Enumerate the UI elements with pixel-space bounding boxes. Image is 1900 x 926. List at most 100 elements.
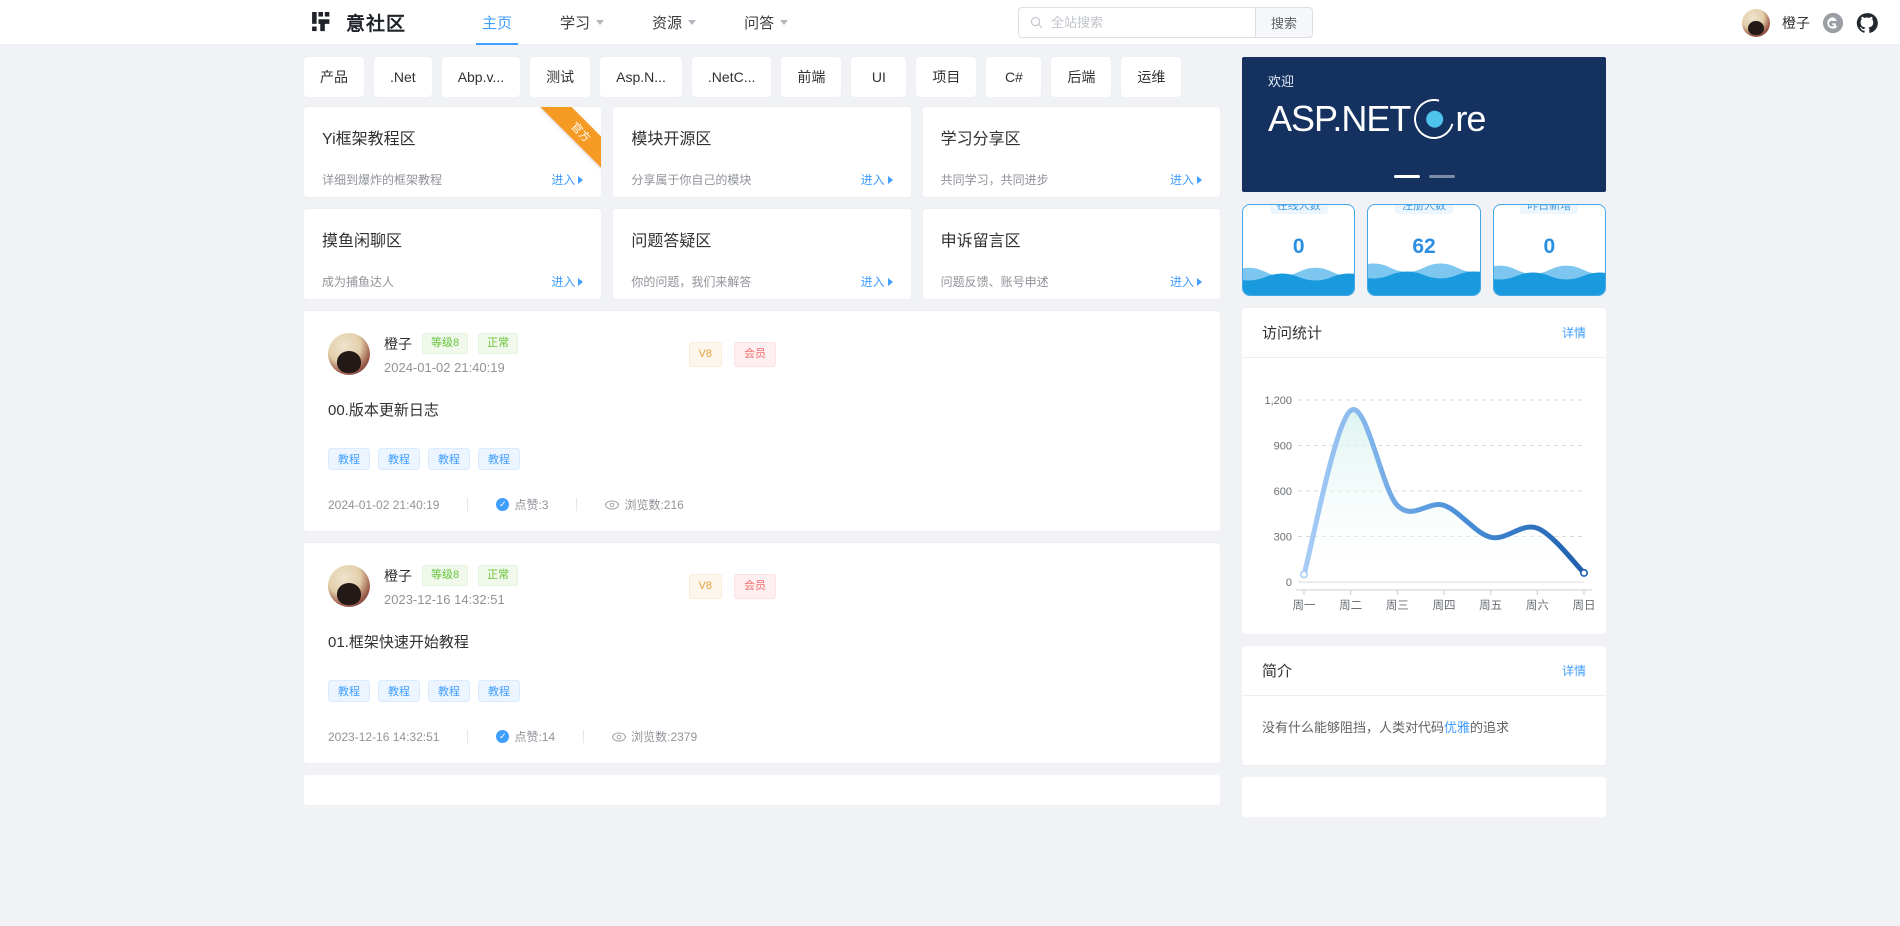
banner-dot-2[interactable] [1428,175,1455,178]
section-card-title: 问题答疑区 [631,233,712,250]
svg-text:600: 600 [1274,486,1292,498]
post-tag[interactable]: 教程 [428,448,470,470]
divider [467,498,469,511]
post-tag[interactable]: 教程 [378,680,420,702]
nav-item-study-label: 学习 [560,14,591,32]
core-ring-icon [1407,91,1462,147]
post-card[interactable]: 橙子 等级8 正常 2023-12-16 14:32:51 V8 会员 01.框… [304,543,1220,763]
section-enter-link[interactable]: 进入 [861,273,893,290]
post-footer-time: 2024-01-02 21:40:19 [328,497,440,512]
section-card-desc: 详细到爆炸的框架教程 [322,173,443,187]
section-card-desc: 问题反馈、账号申述 [940,275,1049,289]
section-enter-link[interactable]: 进入 [1170,273,1202,290]
tag-chip[interactable]: 项目 [916,57,977,97]
post-tag[interactable]: 教程 [378,448,420,470]
eye-icon [612,732,626,741]
tag-chip[interactable]: 前端 [781,57,842,97]
visit-stats-title: 访问统计 [1262,325,1323,342]
arrow-right-icon [1196,277,1202,286]
post-tag[interactable]: 教程 [328,448,370,470]
promo-banner[interactable]: 欢迎 ASP.NET re [1242,57,1606,192]
user-name: 橙子 [1782,14,1810,31]
visit-stats-header: 访问统计 详情 [1242,308,1606,358]
post-tag[interactable]: 教程 [428,680,470,702]
nav-item-home[interactable]: 主页 [458,0,536,45]
post-author-level-badge: 等级8 [422,565,469,586]
tag-chip[interactable]: 后端 [1051,57,1112,97]
gitee-icon[interactable] [1822,12,1844,34]
section-enter-link[interactable]: 进入 [551,273,584,290]
banner-dot-nav [1242,175,1606,178]
section-card-appeal[interactable]: 申诉留言区 问题反馈、账号申述 进入 [922,209,1220,299]
intro-detail-link[interactable]: 详情 [1561,664,1586,678]
section-card-desc: 共同学习，共同进步 [940,173,1049,187]
section-card-qa[interactable]: 问题答疑区 你的问题，我们来解答 进入 [613,209,911,299]
arrow-right-icon [578,277,584,286]
github-icon[interactable] [1856,12,1878,34]
post-title[interactable]: 00.版本更新日志 [328,402,439,419]
post-title[interactable]: 01.框架快速开始教程 [328,634,469,651]
post-author-badges: V8 会员 [688,573,776,599]
section-enter-link[interactable]: 进入 [1170,171,1202,188]
tag-chip[interactable]: C# [986,57,1042,97]
search-icon [1030,16,1043,29]
arrow-right-icon [1196,175,1202,184]
visit-stats-detail-link[interactable]: 详情 [1561,326,1586,340]
chart-area-fill [1304,409,1584,582]
section-card-study-share[interactable]: 学习分享区 共同学习，共同进步 进入 [922,107,1220,197]
nav-item-resources[interactable]: 资源 [628,0,720,45]
sidebar-panel-partial [1242,776,1606,817]
tag-chip[interactable]: .NetC... [691,57,772,97]
search-area: 搜索 [1018,7,1313,38]
brand[interactable]: 意社区 [312,9,406,36]
section-card-row-1: 官方 Yi框架教程区 详细到爆炸的框架教程 进入 模块开源区 分享属于你自己的模… [304,107,1220,197]
section-card-footer: 分享属于你自己的模块 进入 [631,171,893,188]
chart-line-series [1299,407,1588,579]
tag-chip[interactable]: Abp.v... [441,57,521,97]
section-enter-link[interactable]: 进入 [861,171,893,188]
section-enter-label: 进入 [1169,173,1194,187]
nav-item-study[interactable]: 学习 [536,0,628,45]
search-button[interactable]: 搜索 [1255,7,1313,38]
post-tag[interactable]: 教程 [478,448,520,470]
section-enter-label: 进入 [1169,275,1194,289]
post-card[interactable]: 橙子 等级8 正常 2024-01-02 21:40:19 V8 会员 00.版… [304,311,1220,531]
site-header: 意社区 主页 学习 资源 问答 搜索 橙子 [0,0,1900,45]
post-view-count: 浏览数:216 [605,496,684,513]
post-tag-list: 教程 教程 教程 教程 [328,680,1196,702]
intro-text-highlight: 优雅 [1444,720,1471,735]
section-card-title: Yi框架教程区 [322,131,416,148]
avatar[interactable] [328,565,370,607]
svg-text:周六: 周六 [1526,599,1549,612]
section-card-module-opensource[interactable]: 模块开源区 分享属于你自己的模块 进入 [613,107,911,197]
post-author-member-badge: 会员 [734,341,776,367]
post-tag[interactable]: 教程 [328,680,370,702]
tag-chip[interactable]: UI [851,57,907,97]
tag-chip[interactable]: 测试 [530,57,591,97]
section-card-yi-tutorial[interactable]: 官方 Yi框架教程区 详细到爆炸的框架教程 进入 [304,107,602,197]
banner-dot-1[interactable] [1393,175,1420,178]
avatar[interactable] [1742,8,1770,37]
section-card-desc: 分享属于你自己的模块 [631,173,752,187]
tag-chip[interactable]: .Net [374,57,432,97]
tag-chip[interactable]: 运维 [1121,57,1182,97]
search-input[interactable] [1051,15,1244,30]
visit-stats-panel: 访问统计 详情 [1242,308,1606,634]
tag-chip[interactable]: Asp.N... [600,57,682,97]
search-box[interactable] [1018,7,1255,38]
section-card-desc: 成为捕鱼达人 [322,275,395,289]
avatar[interactable] [328,333,370,375]
nav-item-resources-label: 资源 [652,14,683,32]
nav-item-qa[interactable]: 问答 [720,0,812,45]
divider [467,730,469,743]
section-enter-link[interactable]: 进入 [551,171,584,188]
post-like-label: 点赞:3 [514,498,549,512]
section-card-chat[interactable]: 摸鱼闲聊区 成为捕鱼达人 进入 [304,209,602,299]
aspnet-core-logo: ASP.NET re [1268,91,1606,147]
section-card-title: 学习分享区 [940,131,1021,148]
tag-chip[interactable]: 产品 [304,57,364,97]
section-card-footer: 共同学习，共同进步 进入 [941,171,1202,188]
post-tag[interactable]: 教程 [478,680,520,702]
svg-text:周四: 周四 [1433,599,1456,612]
chart-x-axis [1296,589,1592,595]
